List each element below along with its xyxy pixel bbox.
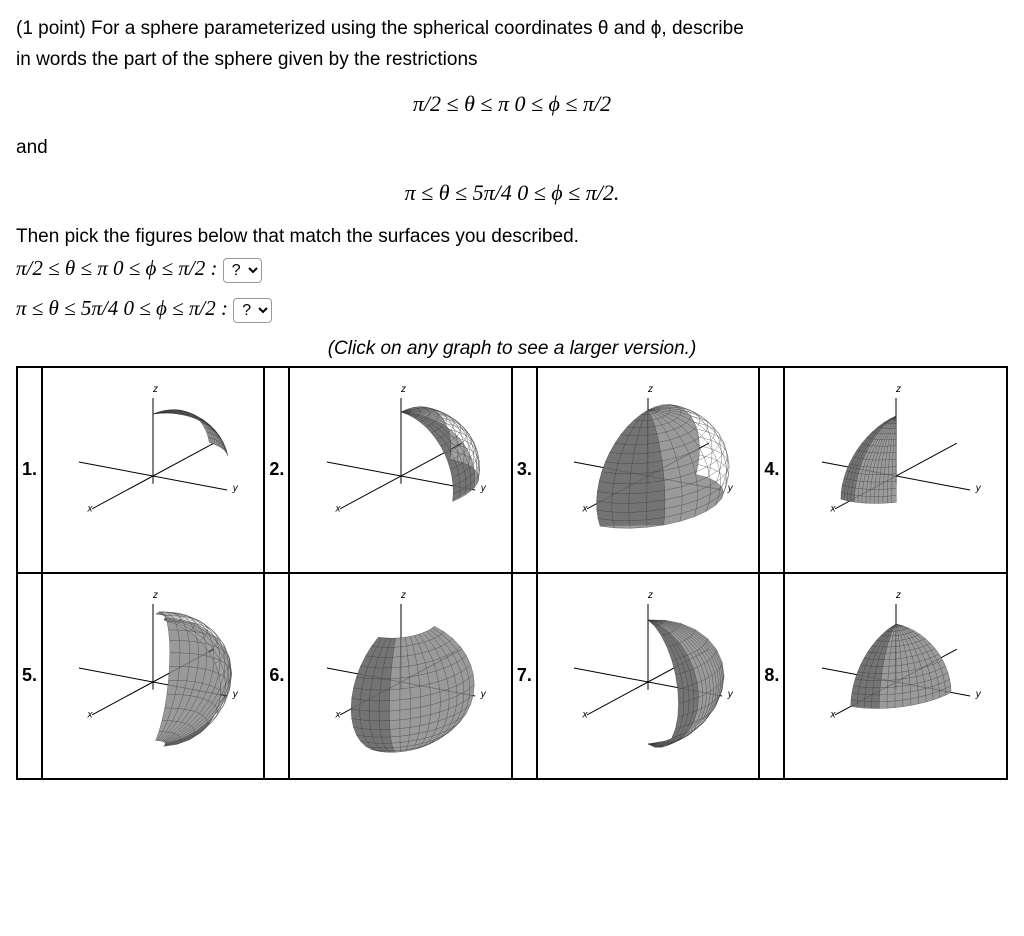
select-answer-1[interactable]: ?12345678: [223, 258, 262, 283]
svg-text:x: x: [829, 709, 836, 720]
fig-img-3[interactable]: x y z: [537, 367, 760, 573]
svg-text:z: z: [152, 590, 158, 601]
svg-text:y: y: [479, 689, 486, 700]
fig-img-7[interactable]: x y z: [537, 573, 760, 779]
math-block-1: π/2 ≤ θ ≤ π 0 ≤ ϕ ≤ π/2: [16, 91, 1008, 117]
fig-num-8: 8.: [759, 573, 784, 779]
svg-text:z: z: [400, 384, 406, 395]
answer-row-2: π ≤ θ ≤ 5π/4 0 ≤ ϕ ≤ π/2 : ?12345678: [16, 294, 1008, 324]
svg-text:z: z: [895, 384, 901, 395]
then-line: Then pick the figures below that match t…: [16, 224, 1008, 251]
fig-num-5: 5.: [17, 573, 42, 779]
fig-num-3: 3.: [512, 367, 537, 573]
fig-img-2[interactable]: x y z: [289, 367, 512, 573]
svg-text:x: x: [582, 709, 589, 720]
svg-text:y: y: [974, 483, 981, 494]
and-line: and: [16, 135, 1008, 162]
svg-text:z: z: [895, 590, 901, 601]
fig-num-4: 4.: [759, 367, 784, 573]
fig-num-7: 7.: [512, 573, 537, 779]
svg-text:z: z: [400, 590, 406, 601]
question-line-1: (1 point) For a sphere parameterized usi…: [16, 16, 1008, 43]
svg-text:y: y: [479, 483, 486, 494]
fig-num-2: 2.: [264, 367, 289, 573]
svg-text:x: x: [829, 503, 836, 514]
math-block-2: π ≤ θ ≤ 5π/4 0 ≤ ϕ ≤ π/2.: [16, 180, 1008, 206]
fig-img-1[interactable]: x y z: [42, 367, 265, 573]
svg-text:x: x: [87, 503, 94, 514]
svg-text:z: z: [647, 590, 653, 601]
svg-text:z: z: [152, 384, 158, 395]
fig-img-4[interactable]: x y z: [784, 367, 1007, 573]
svg-text:y: y: [727, 483, 734, 494]
svg-text:x: x: [334, 709, 341, 720]
svg-text:x: x: [582, 503, 589, 514]
svg-text:y: y: [232, 689, 239, 700]
figures-table: 1. x y z 2. x y z 3. x y z 4. x y z 5. x y z 6. x y…: [16, 366, 1008, 780]
fig-img-5[interactable]: x y z: [42, 573, 265, 779]
fig-num-1: 1.: [17, 367, 42, 573]
svg-text:x: x: [87, 709, 94, 720]
fig-img-8[interactable]: x y z: [784, 573, 1007, 779]
select-answer-2[interactable]: ?12345678: [233, 298, 272, 323]
fig-num-6: 6.: [264, 573, 289, 779]
answer-row-1: π/2 ≤ θ ≤ π 0 ≤ ϕ ≤ π/2 : ?12345678: [16, 254, 1008, 284]
fig-img-6[interactable]: x y z: [289, 573, 512, 779]
svg-text:x: x: [334, 503, 341, 514]
svg-text:y: y: [727, 689, 734, 700]
question-line-2: in words the part of the sphere given by…: [16, 47, 1008, 74]
svg-text:y: y: [974, 689, 981, 700]
svg-text:z: z: [647, 384, 653, 395]
figures-caption: (Click on any graph to see a larger vers…: [16, 338, 1008, 360]
svg-text:y: y: [232, 483, 239, 494]
